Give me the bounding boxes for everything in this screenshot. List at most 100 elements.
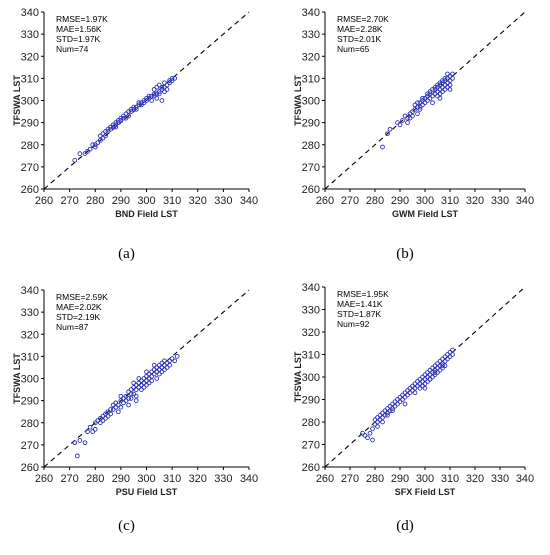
data-point <box>133 106 139 112</box>
data-point <box>450 352 455 357</box>
data-point <box>437 95 443 101</box>
y-tick-label: 320 <box>21 329 39 341</box>
data-point <box>432 370 438 375</box>
data-point <box>115 409 121 415</box>
x-tick-label: 260 <box>35 473 53 485</box>
stats-line: STD=1.97K <box>56 34 101 44</box>
x-tick-label: 300 <box>416 195 434 207</box>
y-tick-label: 300 <box>302 372 320 384</box>
y-tick-label: 320 <box>21 51 39 63</box>
x-tick-label: 290 <box>112 473 130 485</box>
x-tick-label: 270 <box>60 195 78 207</box>
data-point <box>174 354 180 359</box>
y-tick-label: 330 <box>302 29 320 41</box>
x-axis-label: SFX Field LST <box>395 487 456 497</box>
data-point <box>133 393 139 399</box>
data-point <box>87 424 93 430</box>
data-point <box>82 440 88 446</box>
data-point <box>113 124 119 130</box>
data-point <box>447 87 453 92</box>
panel-label: (d) <box>396 518 414 534</box>
y-tick-label: 320 <box>302 327 320 339</box>
y-tick-label: 310 <box>302 73 320 85</box>
x-tick-label: 340 <box>240 195 258 207</box>
y-tick-label: 280 <box>302 140 320 152</box>
data-point <box>400 118 405 123</box>
data-point <box>164 87 170 92</box>
data-point <box>149 378 154 384</box>
panel-label: (b) <box>396 246 414 262</box>
y-tick-label: 280 <box>21 418 39 430</box>
data-point <box>427 376 433 382</box>
data-point <box>380 144 385 150</box>
data-point <box>385 412 390 418</box>
y-tick-label: 260 <box>21 462 39 474</box>
data-point <box>397 122 403 128</box>
y-tick-label: 260 <box>302 462 320 474</box>
y-axis-label: TFSWA LST <box>12 353 22 404</box>
data-point <box>159 98 165 103</box>
x-tick-label: 320 <box>466 195 484 207</box>
y-tick-label: 260 <box>302 184 320 196</box>
x-tick-label: 280 <box>366 195 384 207</box>
x-tick-label: 320 <box>189 195 207 207</box>
data-point <box>108 411 113 417</box>
stats-line: RMSE=1.95K <box>337 289 389 299</box>
data-point <box>87 146 93 152</box>
data-point <box>415 111 420 117</box>
x-tick-label: 340 <box>516 473 534 485</box>
data-point <box>77 151 83 156</box>
x-tick-label: 260 <box>35 195 53 207</box>
y-axis-label: TFSWA LST <box>293 75 303 126</box>
data-point <box>72 440 78 446</box>
data-point <box>77 438 83 443</box>
data-point <box>442 76 448 81</box>
data-point <box>450 76 455 81</box>
x-tick-label: 310 <box>441 473 459 485</box>
y-tick-label: 330 <box>21 307 39 319</box>
data-point <box>74 453 80 459</box>
y-tick-label: 310 <box>302 350 320 362</box>
x-tick-label: 280 <box>86 195 104 207</box>
stats-line: RMSE=1.97K <box>56 14 108 24</box>
y-tick-label: 290 <box>302 395 320 407</box>
data-point <box>149 98 154 103</box>
y-axis-label: TFSWA LST <box>293 351 303 402</box>
x-tick-label: 300 <box>137 195 155 207</box>
data-point <box>121 115 126 121</box>
x-tick-label: 280 <box>86 473 104 485</box>
data-point <box>172 358 178 364</box>
data-point <box>133 398 139 403</box>
data-point <box>128 391 134 397</box>
data-point <box>169 76 175 81</box>
y-axis-label: TFSWA LST <box>12 75 22 126</box>
data-point <box>126 396 131 401</box>
data-point <box>118 404 124 410</box>
y-tick-label: 330 <box>302 305 320 317</box>
data-point <box>92 144 98 150</box>
y-tick-label: 340 <box>302 7 320 19</box>
data-point <box>367 430 373 436</box>
data-point <box>156 91 162 97</box>
data-point <box>128 396 134 401</box>
y-tick-label: 290 <box>21 118 39 130</box>
x-tick-label: 330 <box>491 473 509 485</box>
x-axis-label: GWM Field LST <box>392 209 458 219</box>
panel-label: (c) <box>118 518 135 534</box>
data-point <box>159 84 165 90</box>
x-tick-label: 270 <box>341 195 359 207</box>
data-point <box>108 407 113 412</box>
stats-line: RMSE=2.70K <box>337 14 389 24</box>
data-point <box>126 402 131 408</box>
data-point <box>422 385 428 391</box>
stats-line: Num=74 <box>56 44 89 54</box>
stats-line: Num=92 <box>337 319 370 329</box>
x-tick-label: 270 <box>60 473 78 485</box>
y-tick-label: 290 <box>21 396 39 408</box>
data-point <box>365 435 370 441</box>
